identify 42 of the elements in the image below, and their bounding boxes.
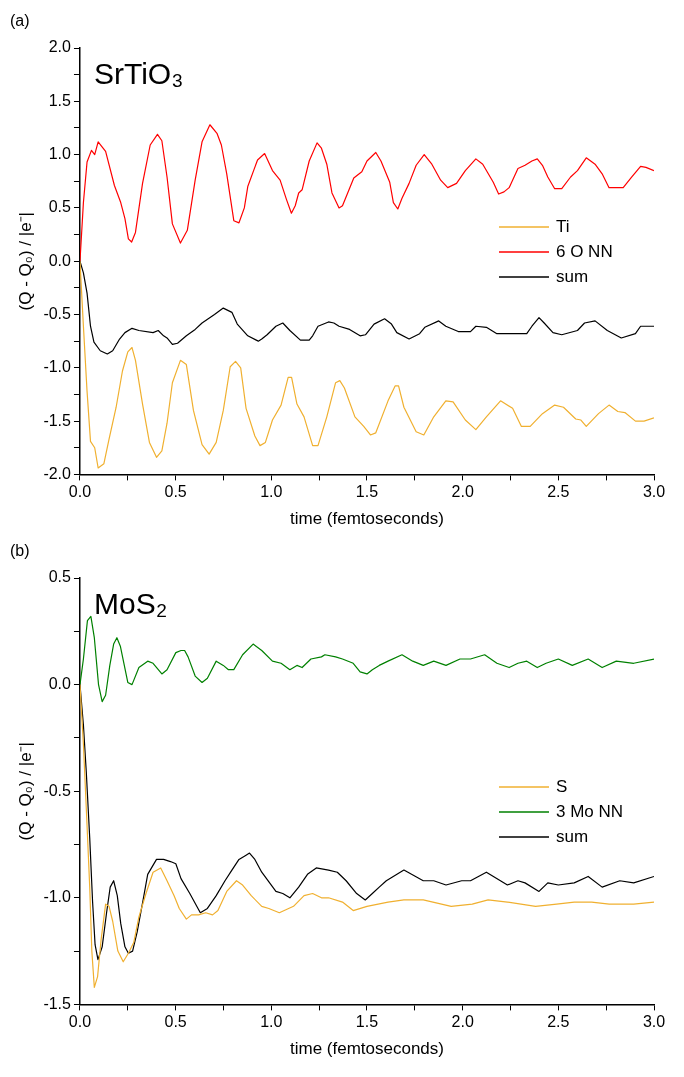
x-tick-label: 0.5: [164, 1013, 187, 1031]
x-tick-label: 1.5: [355, 1013, 379, 1031]
y-axis-title: (Q - Q₀) / |e⁻|: [15, 212, 35, 311]
legend-label: sum: [556, 266, 589, 286]
legend-label: 3 Mo NN: [556, 801, 624, 821]
y-tick-label: -1.5: [43, 411, 72, 429]
y-tick-label: -2.0: [43, 464, 72, 482]
y-tick-label: -1.5: [43, 994, 72, 1012]
x-tick-label: 3.0: [642, 483, 666, 501]
x-tick-label: 0.0: [68, 483, 92, 501]
y-tick-label: 1.5: [48, 91, 72, 109]
x-tick-label: 1.0: [260, 483, 283, 501]
y-tick-label: 0.0: [48, 675, 72, 693]
chart-title: MoS₂: [93, 587, 168, 620]
y-tick-label: -0.5: [43, 304, 72, 322]
x-tick-label: 0.5: [164, 483, 187, 501]
y-tick-label: -0.5: [43, 781, 72, 799]
legend-label: sum: [556, 826, 589, 846]
x-tick-label: 2.0: [451, 1013, 474, 1031]
x-tick-label: 2.0: [451, 483, 474, 501]
x-axis-title: time (femtoseconds): [289, 509, 444, 529]
x-tick-label: 2.5: [547, 483, 570, 501]
y-tick-label: 0.5: [48, 198, 72, 216]
legend-label: 6 O NN: [556, 241, 613, 261]
legend-label: Ti: [556, 216, 570, 236]
x-tick-label: 1.5: [355, 483, 379, 501]
chart-title: SrTiO₃: [93, 57, 184, 90]
y-axis-title: (Q - Q₀) / |e⁻|: [15, 742, 35, 841]
y-tick-label: 2.0: [48, 38, 72, 56]
y-tick-label: 0.5: [48, 568, 72, 586]
x-tick-label: 0.0: [68, 1013, 92, 1031]
x-tick-label: 3.0: [642, 1013, 666, 1031]
text: (a): [10, 12, 30, 29]
text: (b): [10, 542, 30, 559]
y-tick-label: -1.0: [43, 888, 72, 906]
y-tick-label: 0.0: [48, 251, 72, 269]
x-tick-label: 2.5: [547, 1013, 570, 1031]
x-axis-title: time (femtoseconds): [289, 1039, 444, 1059]
y-tick-label: 1.0: [48, 145, 72, 163]
x-tick-label: 1.0: [260, 1013, 283, 1031]
legend-label: S: [556, 776, 568, 796]
y-tick-label: -1.0: [43, 358, 72, 376]
